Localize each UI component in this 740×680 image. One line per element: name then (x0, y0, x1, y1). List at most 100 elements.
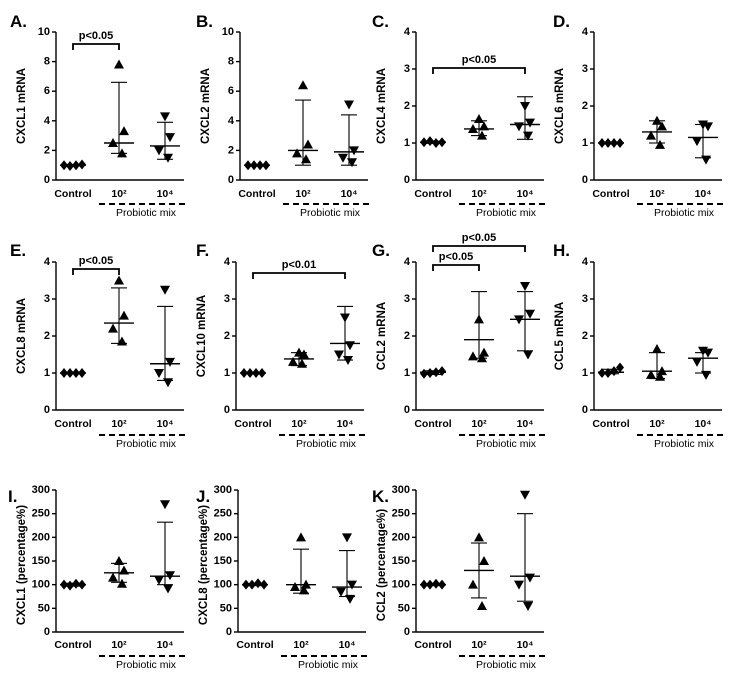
panel-a-category-label-10-4: 10⁴ (157, 188, 174, 200)
panel-e-category-label-10-4: 10⁴ (157, 418, 174, 430)
panel-a-point-10-2-1 (119, 126, 129, 136)
panel-e-ytick-label-0: 0 (44, 404, 50, 416)
panel-i-point-control-3 (78, 579, 86, 590)
panel-d-point-10-4-3 (701, 155, 711, 165)
panel-a-point-10-2-0 (114, 59, 124, 69)
panel-a-ytick-label-5: 10 (38, 26, 50, 38)
panel-i-point-10-2-1 (119, 565, 129, 575)
panel-a-point-control-1 (66, 160, 74, 171)
panel-h-ytick-label-4: 4 (582, 256, 589, 268)
panel-c-category-label-control: Control (414, 188, 451, 200)
panel-e-point-10-2-2 (108, 323, 118, 333)
panel-f-point-control-3 (258, 368, 266, 378)
panel-k-point-10-2-1 (479, 556, 489, 565)
panel-h-ytick-label-2: 2 (582, 330, 588, 342)
panel-k-point-control-1 (426, 579, 434, 590)
panel-i-ytick-label-5: 250 (32, 508, 50, 520)
panel-i-y-axis-label: CXCL1 (percentage%) (16, 505, 28, 625)
panel-b-point-10-2-3 (301, 154, 311, 164)
panel-b-letter: B. (196, 12, 213, 31)
panel-j-point-10-2-3 (299, 585, 309, 595)
panel-k-point-10-2-0 (474, 532, 484, 542)
panel-a-point-10-4-0 (160, 112, 170, 122)
panel-c-y-axis-label: CXCL4 mRNA (376, 68, 388, 144)
panel-a-point-10-4-2 (154, 146, 164, 156)
panel-h-point-10-2-0 (652, 343, 662, 353)
panel-b-point-control-0 (244, 160, 252, 171)
panel-j-category-label-10-2: 10² (293, 639, 309, 651)
panel-k-point-10-4-3 (523, 601, 533, 611)
panel-e-significance-bracket-0 (72, 268, 120, 275)
panel-b-ytick-label-2: 4 (228, 115, 235, 127)
panel-a-ytick-label-0: 0 (44, 174, 50, 186)
panel-b: B. CXCL2 mRNA 0 2 4 6 8 10 Control 10² 10⁴ Probioti… (196, 12, 369, 219)
panel-a-point-10-2-3 (117, 148, 127, 158)
panel-i-ytick-label-4: 200 (32, 531, 50, 543)
panel-i-point-10-2-2 (108, 572, 118, 582)
panel-c-point-control-1 (426, 136, 434, 147)
panel-d-category-label-control: Control (592, 188, 629, 200)
panel-b-point-control-1 (250, 160, 258, 171)
panel-b-ytick-label-3: 6 (228, 85, 234, 97)
panel-d-point-10-4-1 (703, 122, 713, 132)
panel-g-y-axis-label: CCL2 mRNA (376, 302, 388, 370)
panel-f-significance-bracket-0 (252, 272, 346, 279)
panel-d-point-control-1 (604, 138, 612, 148)
panel-f-ytick-label-0: 0 (224, 404, 230, 416)
panel-h-category-label-10-2: 10² (649, 418, 665, 430)
panel-g-ytick-label-0: 0 (404, 404, 410, 416)
panel-g-point-control-2 (432, 367, 440, 378)
panel-d-point-10-4-2 (692, 137, 702, 147)
panel-f: F. CXCL10 mRNA 0 1 2 3 4 Control 10² 10⁴ Probiotic… (196, 241, 365, 450)
panel-g-category-label-10-2: 10² (471, 418, 487, 430)
panel-h-category-label-control: Control (592, 418, 629, 430)
panel-c-point-10-2-2 (468, 123, 478, 133)
panel-k-point-control-0 (420, 579, 428, 590)
panel-d-point-control-2 (610, 138, 618, 148)
panel-i-point-control-2 (72, 578, 80, 589)
panel-g-ytick-label-1: 1 (404, 367, 410, 379)
panel-c-point-control-0 (420, 137, 428, 148)
panel-f-point-10-4-3 (343, 356, 353, 366)
panel-d-group-label: Probiotic mix (654, 207, 715, 219)
panel-c-ytick-label-4: 4 (404, 26, 411, 38)
panel-c-ytick-label-0: 0 (404, 174, 410, 186)
panel-f-point-10-2-2 (288, 356, 298, 366)
panel-g-point-10-2-3 (477, 353, 487, 363)
panel-f-point-10-2-1 (299, 349, 309, 359)
panel-g-point-10-2-0 (474, 314, 484, 324)
panel-j-point-10-4-3 (345, 594, 355, 604)
panel-f-y-axis-label: CXCL10 mRNA (196, 295, 208, 377)
panel-h-point-control-2 (610, 366, 618, 377)
panel-g-significance-bracket-1 (432, 245, 526, 252)
panel-j-point-10-2-2 (290, 582, 300, 592)
panel-b-ytick-label-1: 2 (228, 144, 234, 156)
panel-f-point-10-4-1 (345, 341, 355, 351)
panel-e: E. CXCL8 mRNA 0 1 2 3 4 Control 10² 10⁴ Probiotic … (10, 241, 185, 450)
panel-k-y-axis-label: CCL2 (percentage%) (376, 509, 388, 622)
panel-d: D. CXCL6 mRNA 0 1 2 3 4 Control 10² 10⁴ Probiotic … (553, 12, 723, 219)
panel-b-category-label-10-2: 10² (295, 188, 311, 200)
panel-h-point-10-2-2 (646, 369, 656, 379)
panel-e-point-control-0 (60, 368, 68, 378)
panel-g-group-label: Probiotic mix (476, 438, 537, 450)
panel-k-ytick-label-3: 150 (392, 555, 410, 567)
panel-h: H. CCL5 mRNA 0 1 2 3 4 Control 10² 10⁴ Probiotic m… (553, 241, 723, 450)
panel-f-category-label-10-2: 10² (291, 418, 307, 430)
panel-k-ytick-label-4: 200 (392, 531, 410, 543)
panel-g-letter: G. (372, 241, 390, 260)
panel-c-point-10-4-0 (520, 102, 530, 111)
panel-c-point-control-3 (438, 137, 446, 148)
panel-a-point-10-4-1 (165, 133, 175, 143)
panel-h-point-10-2-3 (655, 371, 665, 381)
panel-c-point-10-2-3 (477, 130, 487, 140)
panel-c-category-label-10-4: 10⁴ (517, 188, 534, 200)
panel-i-point-10-2-0 (114, 556, 124, 565)
panel-e-group-label: Probiotic mix (116, 438, 177, 450)
panel-c-ytick-label-2: 2 (404, 100, 410, 112)
panel-h-point-10-4-1 (703, 348, 713, 358)
panel-f-group-label: Probiotic mix (296, 438, 357, 450)
panel-j-point-control-1 (248, 579, 256, 590)
panel-b-point-10-4-2 (338, 153, 348, 163)
panel-a-category-label-control: Control (54, 188, 91, 200)
